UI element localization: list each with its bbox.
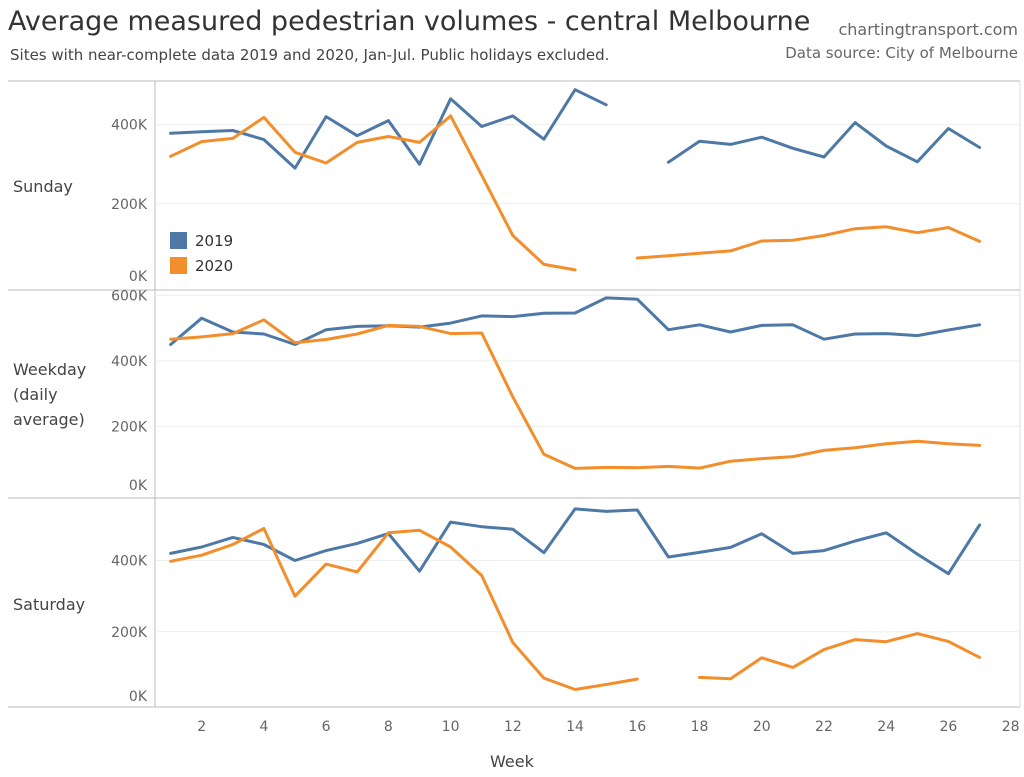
x-tick-label: 16	[628, 719, 646, 735]
x-tick-label: 26	[940, 719, 958, 735]
x-tick-label: 8	[384, 719, 393, 735]
chart-subtitle: Sites with near-complete data 2019 and 2…	[10, 46, 610, 64]
legend-swatch-2020	[170, 257, 187, 274]
y-tick-label: 0K	[129, 269, 148, 285]
series-line-sunday-2019	[169, 88, 608, 170]
panel-label-sunday: Sunday	[13, 177, 73, 196]
x-tick-label: 20	[753, 719, 771, 735]
x-axis-title: Week	[490, 752, 534, 771]
data-source: Data source: City of Melbourne	[785, 44, 1018, 62]
x-tick-label: 12	[504, 719, 522, 735]
y-tick-label: 400K	[111, 354, 148, 370]
series-line-saturday-2019	[169, 507, 982, 576]
legend-item-2020[interactable]: 2020	[170, 253, 233, 278]
series-line-saturday-2020	[169, 527, 639, 691]
y-tick-label: 0K	[129, 689, 148, 705]
legend: 2019 2020	[170, 228, 233, 278]
x-tick-label: 18	[691, 719, 709, 735]
y-tick-label: 400K	[111, 118, 148, 134]
legend-label-2020: 2020	[195, 256, 234, 275]
series-line-sunday-2020	[635, 225, 982, 260]
series-line-saturday-2020	[698, 632, 982, 681]
panel-label-saturday: Saturday	[13, 595, 86, 614]
x-tick-label: 28	[1002, 719, 1020, 735]
y-tick-label: 200K	[111, 197, 148, 213]
y-tick-label: 0K	[129, 478, 148, 494]
x-tick-label: 4	[259, 719, 268, 735]
x-tick-label: 14	[566, 719, 584, 735]
x-tick-label: 22	[815, 719, 833, 735]
y-tick-label: 600K	[111, 288, 148, 304]
panel-label-weekday: Weekday (daily average)	[13, 360, 87, 429]
x-tick-label: 24	[877, 719, 895, 735]
y-tick-label: 400K	[111, 554, 148, 570]
legend-swatch-2019	[170, 232, 187, 249]
x-tick-label: 6	[322, 719, 331, 735]
y-tick-label: 200K	[111, 419, 148, 435]
series-line-weekday-2019	[169, 296, 982, 346]
legend-label-2019: 2019	[195, 231, 234, 250]
series-line-weekday-2020	[169, 318, 982, 470]
series-line-sunday-2019	[666, 121, 982, 164]
y-tick-label: 200K	[111, 625, 148, 641]
x-tick-label: 10	[442, 719, 460, 735]
site-credit[interactable]: chartingtransport.com	[838, 20, 1018, 39]
x-tick-label: 2	[197, 719, 206, 735]
legend-item-2019[interactable]: 2019	[170, 228, 233, 253]
series-line-sunday-2020	[169, 114, 577, 272]
chart-title: Average measured pedestrian volumes - ce…	[8, 6, 811, 37]
